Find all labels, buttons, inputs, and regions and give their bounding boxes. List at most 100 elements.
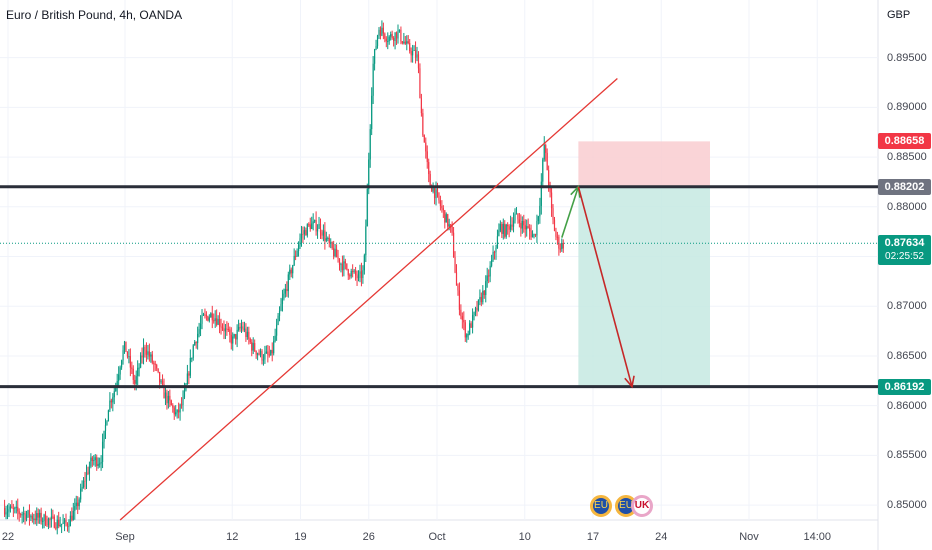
candle-body bbox=[534, 234, 537, 236]
candle-body bbox=[179, 404, 181, 413]
candle-body bbox=[53, 516, 55, 528]
candle-body bbox=[375, 46, 377, 50]
candle-body bbox=[251, 342, 253, 351]
candle-body bbox=[69, 515, 71, 527]
uk-event-icon[interactable]: UK bbox=[631, 495, 653, 517]
candle-body bbox=[239, 326, 241, 329]
candle-body bbox=[357, 273, 360, 279]
candle-body bbox=[290, 269, 292, 274]
candle-body bbox=[31, 515, 33, 519]
candle-body bbox=[242, 326, 244, 330]
candle-body bbox=[441, 205, 443, 209]
candle-body bbox=[559, 248, 561, 250]
candle-body bbox=[439, 200, 442, 206]
candle-body bbox=[360, 271, 363, 279]
candle-body bbox=[62, 522, 64, 524]
candle-body bbox=[555, 230, 557, 237]
candle-body bbox=[110, 400, 112, 403]
candle-body bbox=[340, 263, 342, 265]
take-profit-zone bbox=[578, 186, 710, 387]
candle-body bbox=[422, 113, 424, 136]
candle-body bbox=[150, 354, 152, 357]
candle-body bbox=[120, 360, 123, 368]
candle-body bbox=[169, 395, 171, 401]
candle-body bbox=[129, 356, 131, 368]
candle-body bbox=[524, 225, 526, 230]
candle-body bbox=[558, 236, 560, 249]
candle-body bbox=[135, 376, 137, 384]
candle-body bbox=[521, 220, 523, 229]
candle-body bbox=[186, 373, 188, 385]
drawings[interactable] bbox=[0, 78, 878, 521]
candle-body bbox=[445, 214, 447, 223]
candle-body bbox=[276, 324, 278, 336]
candle-body bbox=[417, 54, 420, 69]
candle-body bbox=[128, 356, 130, 358]
candle-body bbox=[394, 32, 396, 41]
y-tick-label: 0.89500 bbox=[887, 51, 927, 64]
candle-body bbox=[74, 506, 76, 511]
candle-body bbox=[11, 506, 13, 509]
candle-body bbox=[262, 359, 265, 361]
candle-body bbox=[308, 224, 310, 226]
x-tick-label: 19 bbox=[294, 531, 307, 543]
candle-body bbox=[142, 346, 145, 358]
candle-body bbox=[240, 326, 243, 329]
candle-body bbox=[517, 213, 519, 220]
candle-body bbox=[68, 526, 70, 528]
x-tick-label: Sep bbox=[115, 531, 135, 543]
candle-body bbox=[479, 296, 481, 300]
candle-body bbox=[37, 513, 39, 518]
candle-body bbox=[9, 506, 12, 510]
candle-body bbox=[400, 29, 402, 42]
x-tick-label: 10 bbox=[518, 531, 531, 543]
candle-body bbox=[118, 374, 120, 382]
current-price-tag: 0.87634 02:25:52 bbox=[878, 235, 931, 266]
candle-body bbox=[398, 29, 401, 31]
candle-body bbox=[419, 68, 421, 99]
candle-body bbox=[61, 523, 63, 525]
candle-body bbox=[131, 367, 133, 369]
candle-body bbox=[99, 463, 101, 465]
candle-body bbox=[84, 480, 86, 482]
candle-body bbox=[444, 210, 446, 223]
candle-body bbox=[536, 220, 538, 236]
candle-body bbox=[334, 248, 336, 257]
candle-body bbox=[125, 341, 127, 352]
candle-body bbox=[44, 514, 47, 525]
candle-body bbox=[507, 224, 509, 227]
candle-body bbox=[259, 350, 262, 355]
x-tick-label: 14:00 bbox=[803, 531, 832, 543]
candle-body bbox=[442, 208, 444, 211]
candle-body bbox=[36, 513, 38, 521]
candle-body bbox=[278, 310, 281, 316]
candle-body bbox=[88, 466, 91, 474]
projection-arrow-down bbox=[577, 186, 633, 387]
candle-body bbox=[175, 412, 177, 415]
candle-body bbox=[140, 355, 142, 368]
candle-body bbox=[191, 357, 193, 359]
plot-area[interactable] bbox=[0, 0, 878, 520]
candle-body bbox=[366, 189, 368, 227]
candle-body bbox=[197, 333, 199, 344]
candle-body bbox=[540, 181, 542, 206]
candle-body bbox=[296, 250, 298, 257]
candle-body bbox=[343, 261, 345, 271]
candle-body bbox=[333, 248, 335, 257]
candle-body bbox=[365, 226, 367, 256]
candle-body bbox=[352, 270, 354, 272]
candle-body bbox=[55, 527, 57, 529]
candle-body bbox=[255, 350, 257, 355]
candle-body bbox=[397, 30, 399, 39]
candle-body bbox=[216, 318, 218, 325]
candle-body bbox=[20, 514, 22, 516]
candle-body bbox=[138, 367, 140, 369]
candle-body bbox=[87, 472, 89, 474]
candle-body bbox=[132, 368, 134, 380]
candle-body bbox=[455, 272, 458, 286]
trend-line bbox=[119, 78, 618, 521]
eu-event-icon[interactable]: EU bbox=[590, 495, 612, 517]
candle-body bbox=[182, 397, 184, 405]
candle-body bbox=[58, 519, 60, 527]
